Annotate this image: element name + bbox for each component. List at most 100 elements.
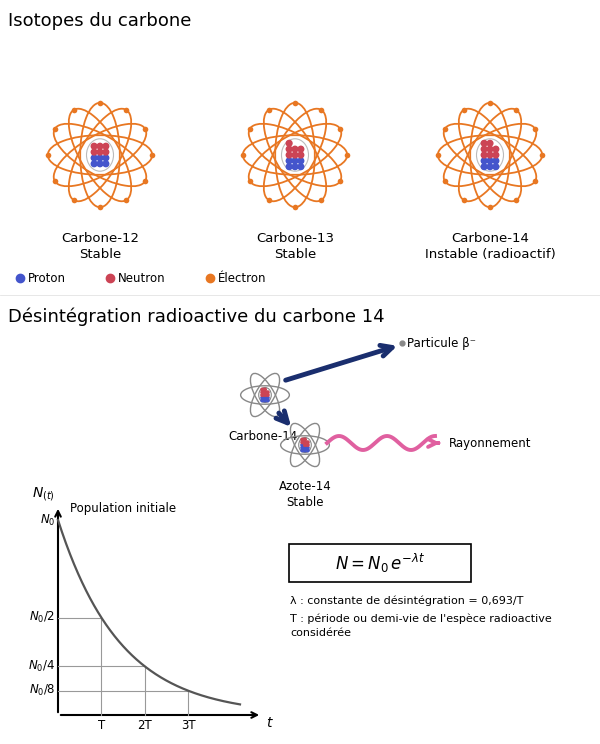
Circle shape [91,161,97,167]
Circle shape [286,164,292,170]
Circle shape [286,147,292,152]
Circle shape [301,438,304,441]
Text: Stable: Stable [79,248,121,261]
Circle shape [301,441,304,443]
Circle shape [263,391,266,394]
Circle shape [103,155,109,161]
Circle shape [103,144,109,149]
Text: $N_0/8$: $N_0/8$ [29,683,55,698]
Text: Carbone-12: Carbone-12 [61,232,139,245]
Circle shape [487,164,493,170]
Circle shape [91,155,97,161]
Circle shape [103,150,109,155]
Circle shape [261,388,263,391]
Text: Proton: Proton [28,272,66,284]
Circle shape [493,164,499,170]
Circle shape [261,394,263,397]
Circle shape [304,443,307,446]
Text: Désintégration radioactive du carbone 14: Désintégration radioactive du carbone 14 [8,308,385,327]
Circle shape [103,161,109,167]
Circle shape [307,443,309,446]
Circle shape [487,141,493,146]
Circle shape [97,161,103,167]
Circle shape [263,397,266,399]
Text: T : période ou demi-vie de l'espèce radioactive
considérée: T : période ou demi-vie de l'espèce radi… [290,614,552,638]
Circle shape [481,141,487,146]
Circle shape [304,438,307,441]
Text: Rayonnement: Rayonnement [449,437,532,449]
Circle shape [286,158,292,164]
Circle shape [292,164,298,170]
Circle shape [493,152,499,158]
Text: $N_{(t)}$: $N_{(t)}$ [32,485,55,503]
Circle shape [493,147,499,152]
Circle shape [261,391,263,394]
Circle shape [301,446,304,449]
Circle shape [91,150,97,155]
Text: Stable: Stable [274,248,316,261]
Circle shape [481,164,487,170]
Ellipse shape [86,139,113,171]
Circle shape [266,391,269,394]
Circle shape [91,144,97,149]
Circle shape [304,441,307,443]
Text: Carbone-14: Carbone-14 [229,430,298,443]
Circle shape [481,158,487,164]
Ellipse shape [281,139,308,171]
Text: $N_0$: $N_0$ [40,513,55,527]
Circle shape [292,147,298,152]
Circle shape [487,147,493,152]
Circle shape [487,158,493,164]
Text: Particule β⁻: Particule β⁻ [407,336,476,350]
Circle shape [298,152,304,158]
Circle shape [304,449,307,452]
Circle shape [298,164,304,170]
Text: $N_0/2$: $N_0/2$ [29,610,55,625]
Circle shape [266,397,269,399]
Text: $N = N_0\,e^{-\lambda t}$: $N = N_0\,e^{-\lambda t}$ [335,551,425,575]
Circle shape [266,394,269,397]
Text: Population initiale: Population initiale [70,502,176,515]
Circle shape [298,158,304,164]
Circle shape [292,158,298,164]
Circle shape [307,446,309,449]
Ellipse shape [476,139,503,171]
Circle shape [286,141,292,146]
Circle shape [97,155,103,161]
Text: $N_0/4$: $N_0/4$ [28,658,55,674]
Circle shape [307,449,309,452]
Circle shape [97,150,103,155]
FancyBboxPatch shape [289,544,471,582]
Circle shape [301,449,304,452]
Text: 2T: 2T [137,719,152,732]
Circle shape [307,441,309,443]
Text: Carbone-14: Carbone-14 [451,232,529,245]
Text: T: T [98,719,105,732]
Circle shape [263,399,266,402]
Circle shape [298,147,304,152]
Circle shape [261,397,263,399]
Text: Neutron: Neutron [118,272,166,284]
Circle shape [97,144,103,149]
Text: Carbone-13: Carbone-13 [256,232,334,245]
Circle shape [263,388,266,391]
Circle shape [286,152,292,158]
Circle shape [304,446,307,449]
Circle shape [263,394,266,397]
Circle shape [487,152,493,158]
Text: Électron: Électron [218,272,266,284]
Ellipse shape [299,437,311,452]
Text: Isotopes du carbone: Isotopes du carbone [8,12,191,30]
Text: λ : constante de désintégration = 0,693/T: λ : constante de désintégration = 0,693/… [290,596,523,606]
Circle shape [493,158,499,164]
Text: 3T: 3T [181,719,196,732]
Circle shape [481,147,487,152]
Text: $t$: $t$ [266,716,274,730]
Circle shape [261,399,263,402]
Text: Instable (radioactif): Instable (radioactif) [425,248,556,261]
Text: Azote-14
Stable: Azote-14 Stable [278,480,331,509]
Circle shape [292,152,298,158]
Ellipse shape [259,388,271,403]
Circle shape [481,152,487,158]
Circle shape [266,399,269,402]
